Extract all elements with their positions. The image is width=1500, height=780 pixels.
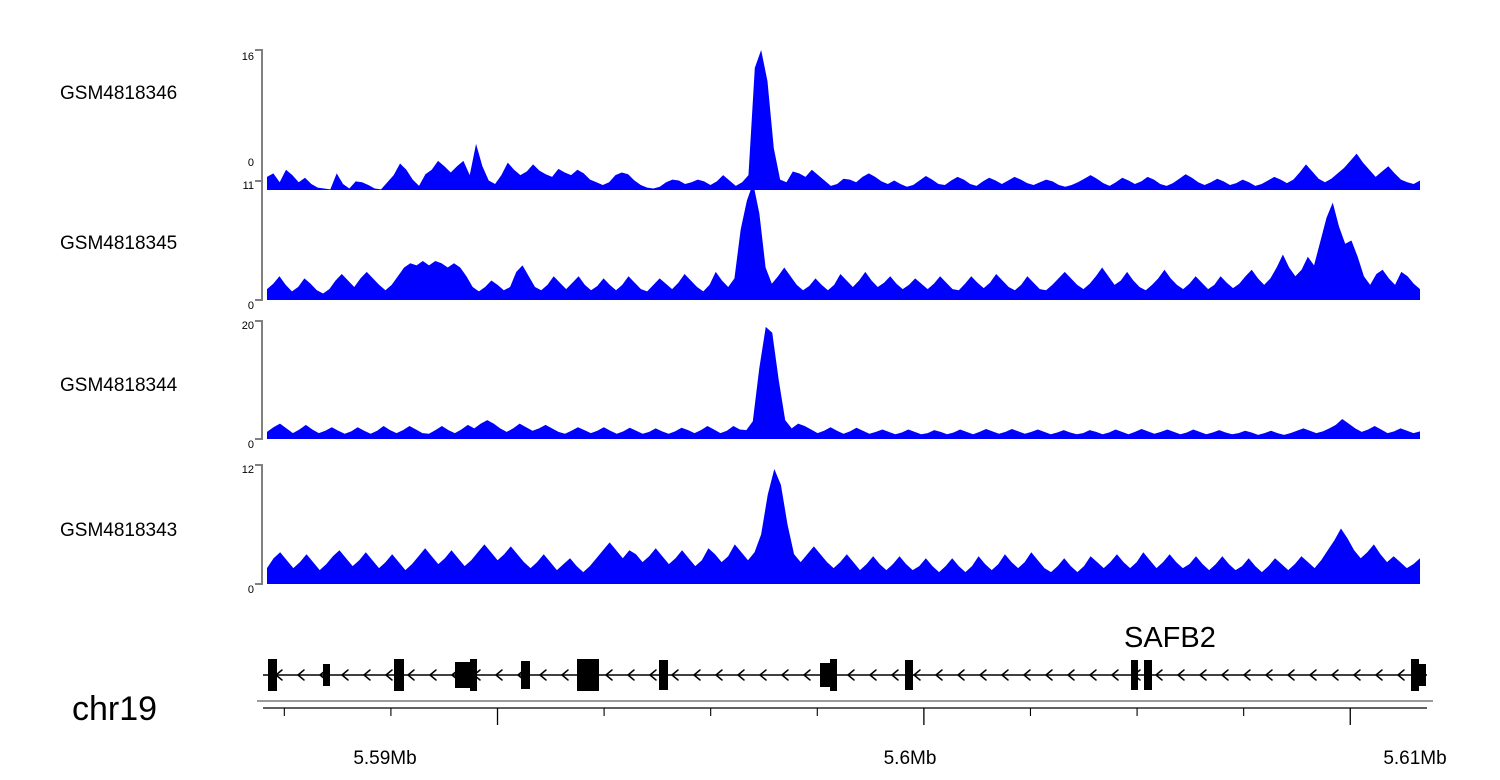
track-axis-min-1: 0 xyxy=(247,300,254,312)
axis-tick-label-0: 5.59Mb xyxy=(353,748,417,769)
track-axis-min-3: 0 xyxy=(247,584,254,596)
coverage-plot-1 xyxy=(255,180,1420,301)
coverage-plot-2 xyxy=(255,320,1420,440)
track-axis-max-2: 20 xyxy=(241,320,254,332)
track-axis-max-3: 12 xyxy=(241,464,254,476)
track-label-3: GSM4818343 xyxy=(60,520,178,541)
axis-tick-label-2: 5.61Mb xyxy=(1383,748,1447,769)
coverage-track: GSM4818345 11 0 xyxy=(0,178,1500,326)
track-label-1: GSM4818345 xyxy=(60,233,178,254)
coordinate-axis xyxy=(263,707,1427,725)
coverage-plot-3 xyxy=(255,464,1420,585)
coverage-track: GSM4818343 12 0 xyxy=(0,462,1500,612)
track-axis-min-2: 0 xyxy=(247,439,254,451)
track-axis-min-0: 0 xyxy=(247,157,254,169)
gene-name-label: SAFB2 xyxy=(1124,622,1216,654)
track-axis-max-0: 16 xyxy=(241,51,254,63)
chromosome-label: chr19 xyxy=(72,690,158,728)
gene-model-track[interactable] xyxy=(255,645,1435,705)
track-label-2: GSM4818344 xyxy=(60,375,178,396)
track-axis-max-1: 11 xyxy=(242,180,254,192)
coverage-track: GSM4818346 16 0 xyxy=(0,25,1500,190)
coverage-plot-0 xyxy=(255,49,1420,190)
coverage-track: GSM4818344 20 0 xyxy=(0,318,1500,464)
track-label-0: GSM4818346 xyxy=(60,83,178,104)
axis-tick-label-1: 5.6Mb xyxy=(883,748,937,769)
